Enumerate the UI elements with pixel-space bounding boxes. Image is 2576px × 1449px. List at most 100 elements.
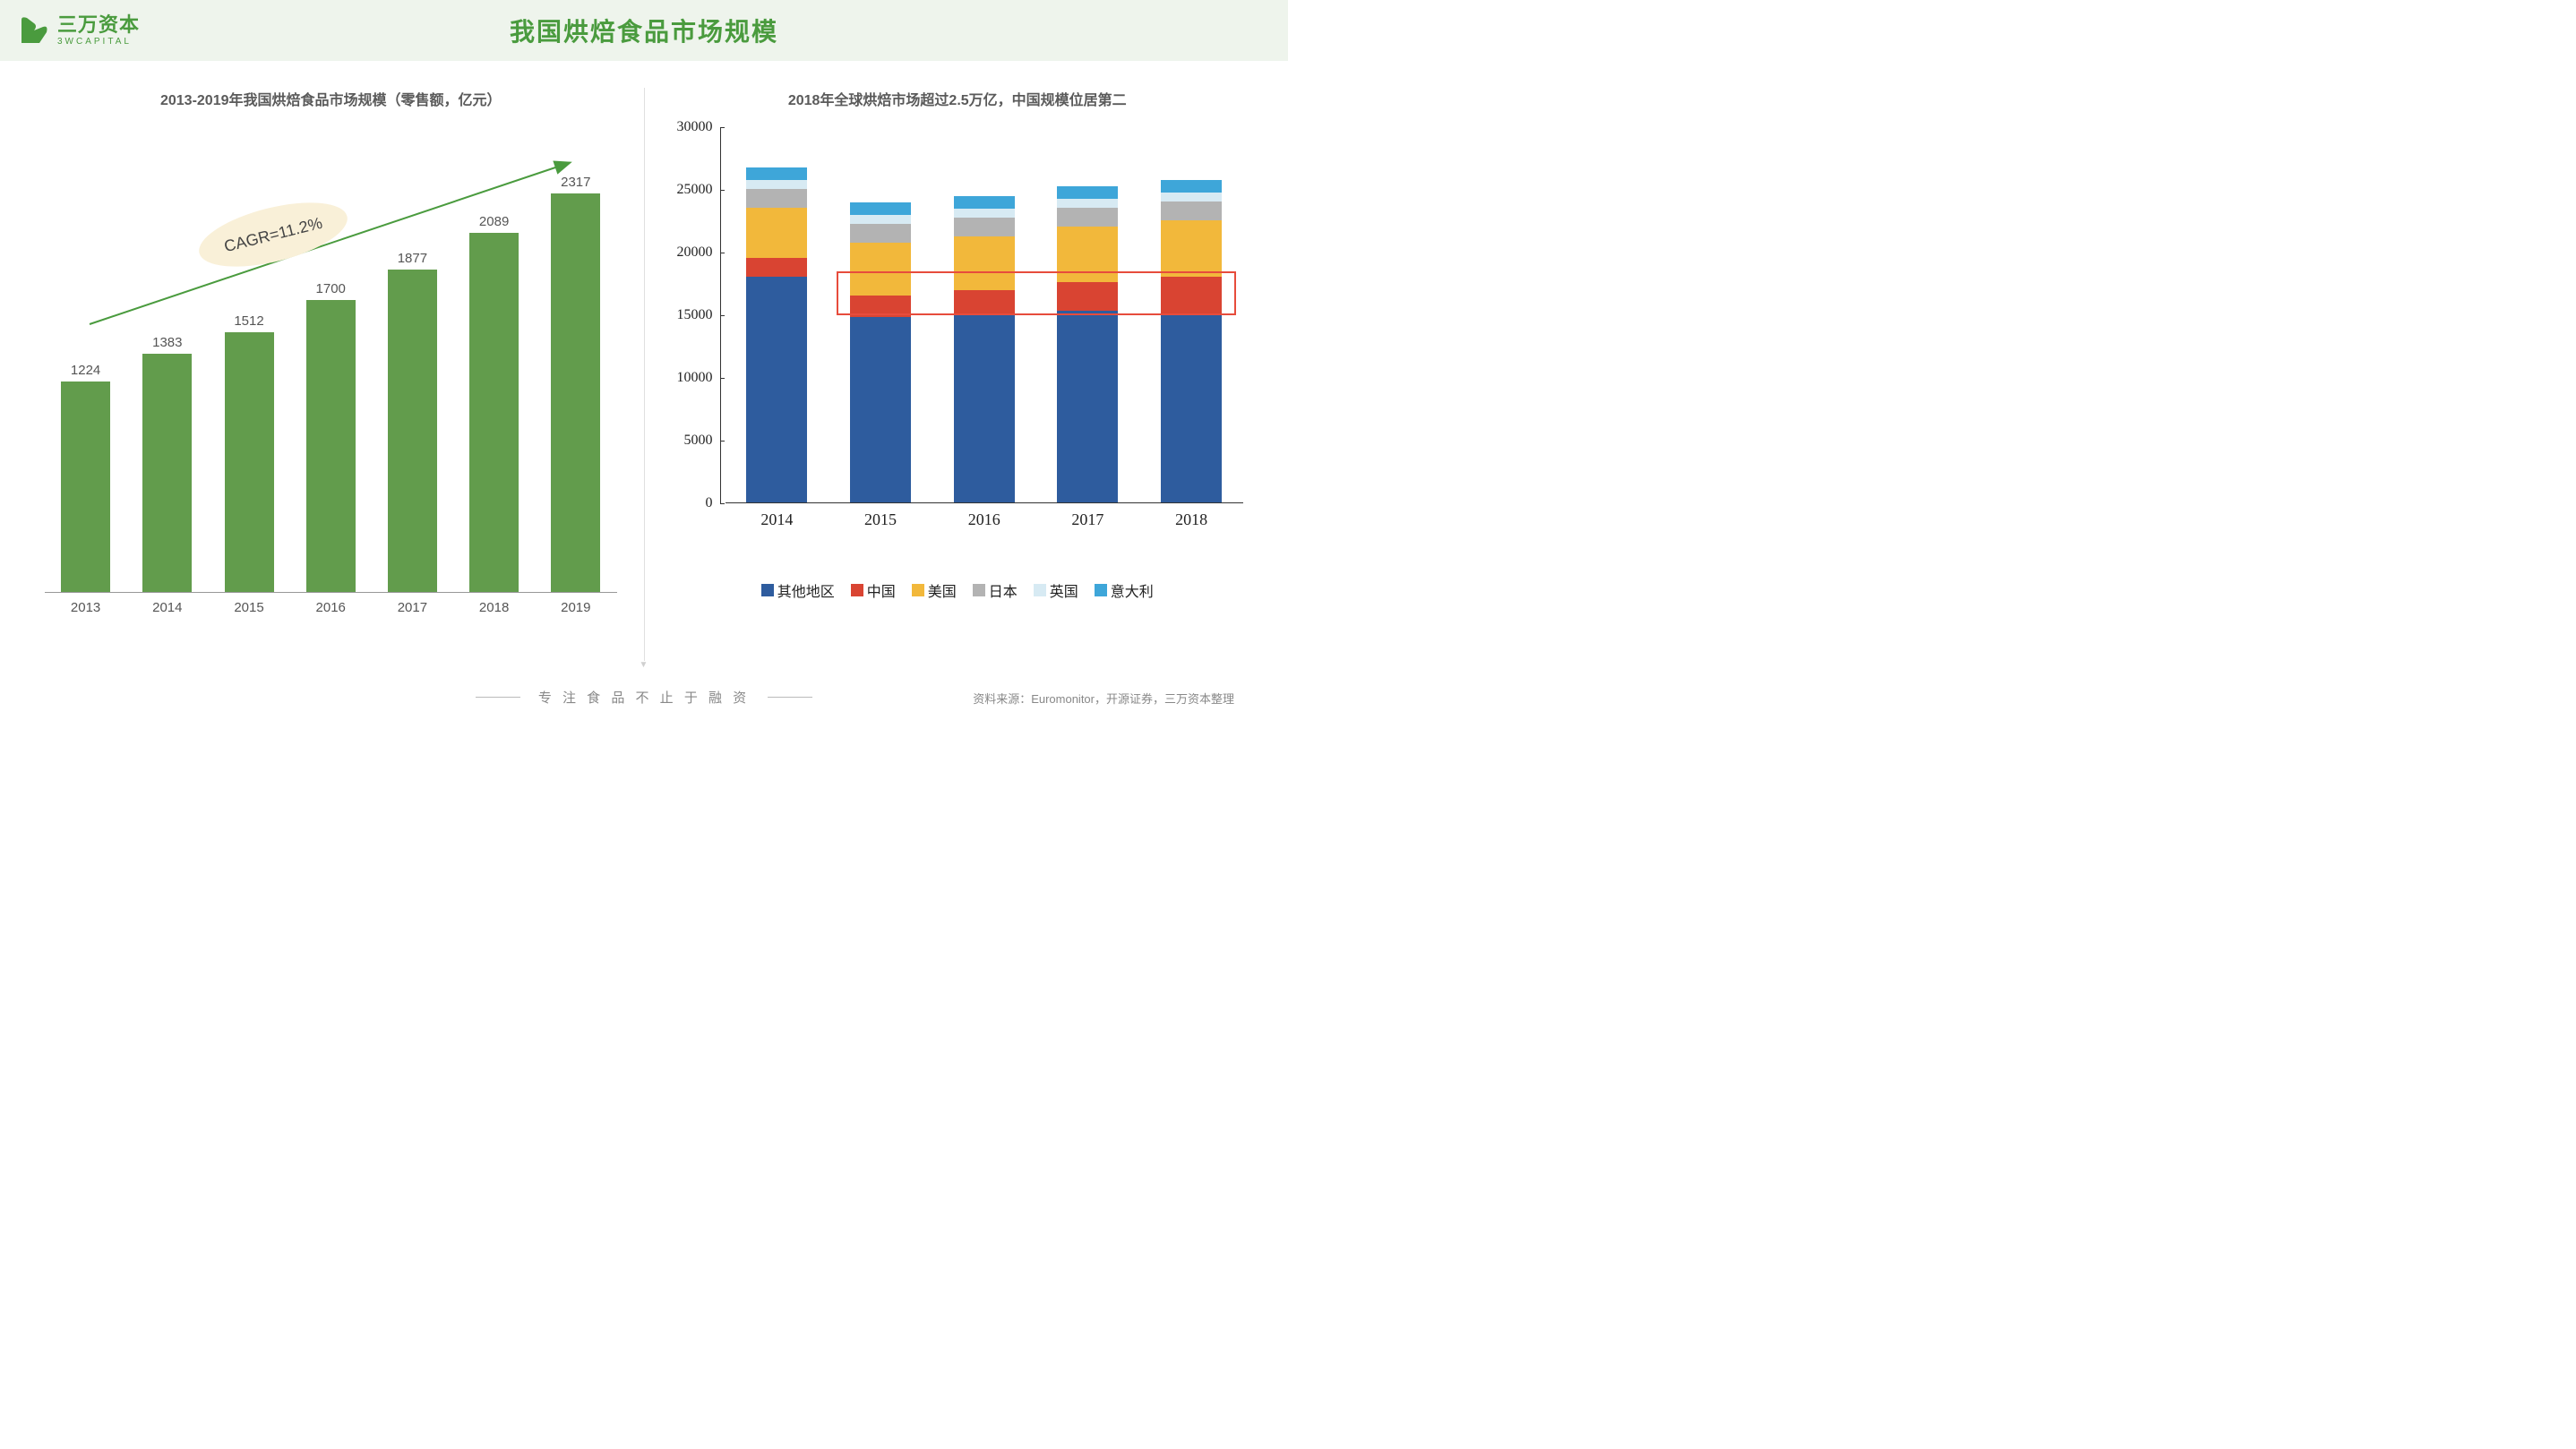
stacked-segment bbox=[1057, 227, 1118, 282]
bar-value-label: 1224 bbox=[71, 363, 100, 378]
stacked-segment bbox=[746, 167, 807, 180]
stacked-segment bbox=[1161, 193, 1222, 201]
x-label: 2013 bbox=[55, 600, 117, 615]
bar bbox=[306, 300, 356, 592]
stacked-segment bbox=[1161, 277, 1222, 314]
bar-group: 2317 bbox=[545, 175, 607, 592]
x-label: 2014 bbox=[136, 600, 199, 615]
x-label: 2018 bbox=[463, 600, 526, 615]
legend-swatch bbox=[851, 584, 863, 596]
y-tick-mark bbox=[720, 441, 725, 442]
stacked-segment bbox=[1161, 314, 1222, 502]
bar-value-label: 1383 bbox=[152, 335, 182, 350]
stacked-bar bbox=[746, 167, 807, 502]
stacked-segment bbox=[1057, 208, 1118, 227]
legend-label: 其他地区 bbox=[777, 579, 835, 601]
stacked-segment bbox=[1161, 180, 1222, 193]
bar-value-label: 2089 bbox=[479, 214, 509, 229]
tagline-line-left bbox=[476, 697, 520, 698]
y-tick-mark bbox=[720, 127, 725, 128]
x-label: 2015 bbox=[850, 510, 911, 529]
legend-item: 美国 bbox=[912, 579, 957, 601]
x-label: 2016 bbox=[954, 510, 1015, 529]
stacked-segment bbox=[850, 224, 911, 243]
legend-item: 意大利 bbox=[1095, 579, 1154, 601]
bar-group: 1512 bbox=[218, 313, 280, 592]
stacked-segment bbox=[954, 314, 1015, 502]
stacked-segment bbox=[850, 243, 911, 296]
y-tick-label: 25000 bbox=[677, 182, 713, 198]
stacked-segment bbox=[1057, 186, 1118, 199]
x-label: 2019 bbox=[545, 600, 607, 615]
y-tick-mark bbox=[720, 190, 725, 191]
legend-label: 日本 bbox=[989, 579, 1018, 601]
stacked-segment bbox=[850, 215, 911, 224]
bar-group: 2089 bbox=[463, 214, 526, 592]
y-tick-mark bbox=[720, 315, 725, 316]
left-chart-title: 2013-2019年我国烘焙食品市场规模（零售额，亿元） bbox=[36, 88, 626, 109]
stacked-segment bbox=[954, 236, 1015, 290]
legend-label: 英国 bbox=[1050, 579, 1078, 601]
stacked-bar bbox=[1161, 180, 1222, 502]
stacked-segment bbox=[1161, 220, 1222, 277]
y-tick-label: 10000 bbox=[677, 370, 713, 386]
bar bbox=[142, 354, 192, 592]
content: 2013-2019年我国烘焙食品市场规模（零售额，亿元） CAGR=11.2% … bbox=[0, 61, 1288, 670]
legend-swatch bbox=[1034, 584, 1046, 596]
legend-swatch bbox=[912, 584, 924, 596]
x-label: 2017 bbox=[381, 600, 443, 615]
bar bbox=[551, 193, 600, 592]
stacked-segment bbox=[1057, 282, 1118, 311]
bar bbox=[61, 382, 110, 592]
legend: 其他地区中国美国日本英国意大利 bbox=[663, 579, 1253, 601]
stacked-segment bbox=[954, 196, 1015, 209]
right-panel: 2018年全球烘焙市场超过2.5万亿，中国规模位居第二 050001000015… bbox=[663, 88, 1253, 661]
bar-group: 1877 bbox=[381, 251, 443, 592]
logo-cn: 三万资本 bbox=[57, 14, 140, 36]
stacked-segment bbox=[954, 218, 1015, 236]
stacked-segment bbox=[850, 317, 911, 502]
legend-swatch bbox=[761, 584, 774, 596]
stacked-segment bbox=[746, 277, 807, 502]
stacked-bar bbox=[1057, 186, 1118, 502]
y-axis: 050001000015000200002500030000 bbox=[663, 127, 721, 503]
stacked-bar bbox=[850, 202, 911, 502]
bar-value-label: 1512 bbox=[234, 313, 263, 329]
y-tick-label: 30000 bbox=[677, 119, 713, 135]
y-tick-label: 5000 bbox=[684, 433, 713, 449]
x-label: 2015 bbox=[218, 600, 280, 615]
stacked-segment bbox=[850, 296, 911, 317]
bar-value-label: 1700 bbox=[316, 281, 346, 296]
stacked-segment bbox=[746, 189, 807, 208]
logo-text: 三万资本 3WCAPITAL bbox=[57, 14, 140, 46]
right-chart-title: 2018年全球烘焙市场超过2.5万亿，中国规模位居第二 bbox=[663, 88, 1253, 109]
logo: 三万资本 3WCAPITAL bbox=[18, 14, 140, 47]
stacked-bar bbox=[954, 196, 1015, 502]
legend-swatch bbox=[1095, 584, 1107, 596]
legend-swatch bbox=[973, 584, 985, 596]
y-tick-mark bbox=[720, 503, 725, 504]
page-title: 我国烘焙食品市场规模 bbox=[510, 13, 778, 48]
bar-group: 1383 bbox=[136, 335, 199, 592]
left-bar-chart: CAGR=11.2% 1224138315121700187720892317 … bbox=[36, 127, 626, 629]
legend-label: 意大利 bbox=[1111, 579, 1154, 601]
legend-label: 美国 bbox=[928, 579, 957, 601]
stacked-segment bbox=[1057, 311, 1118, 502]
bar-group: 1700 bbox=[299, 281, 362, 592]
tagline-line-right bbox=[768, 697, 812, 698]
bar-value-label: 1877 bbox=[398, 251, 427, 266]
source-text: 资料来源：Euromonitor，开源证券，三万资本整理 bbox=[973, 690, 1234, 707]
stacked-segment bbox=[954, 209, 1015, 218]
x-labels-right: 20142015201620172018 bbox=[726, 510, 1244, 529]
x-label: 2017 bbox=[1057, 510, 1118, 529]
stacked-segment bbox=[746, 208, 807, 258]
right-stacked-chart: 050001000015000200002500030000 201420152… bbox=[663, 127, 1253, 557]
header: 三万资本 3WCAPITAL 我国烘焙食品市场规模 bbox=[0, 0, 1288, 61]
y-tick-label: 15000 bbox=[677, 307, 713, 323]
x-labels: 2013201420152016201720182019 bbox=[45, 600, 617, 615]
bar bbox=[388, 270, 437, 592]
left-panel: 2013-2019年我国烘焙食品市场规模（零售额，亿元） CAGR=11.2% … bbox=[36, 88, 626, 661]
bar bbox=[469, 233, 519, 592]
x-label: 2018 bbox=[1161, 510, 1222, 529]
legend-item: 其他地区 bbox=[761, 579, 835, 601]
